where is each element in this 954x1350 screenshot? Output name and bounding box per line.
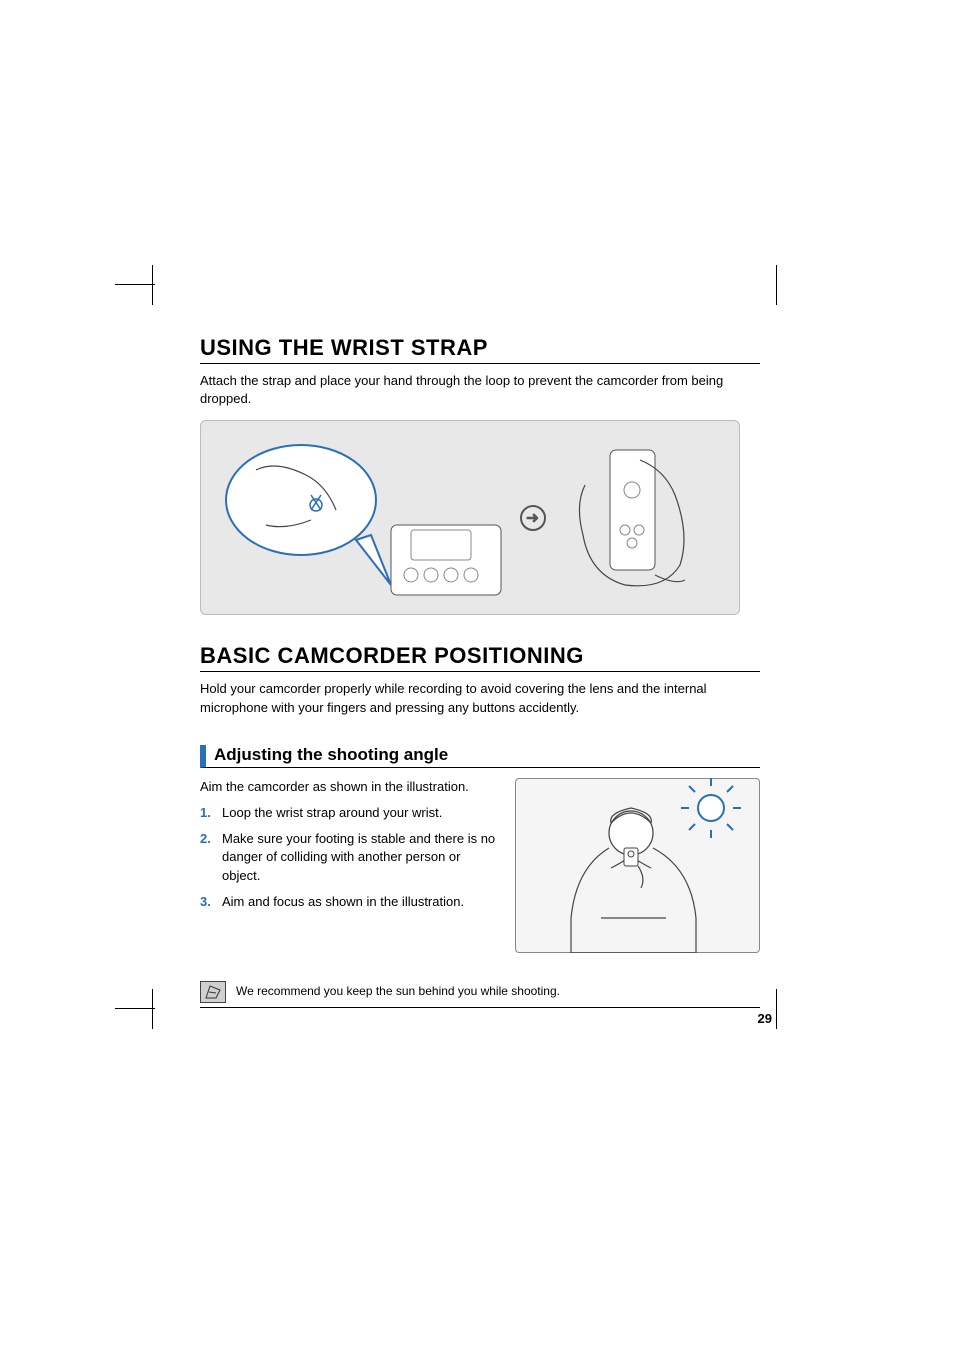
person-illustration [515,778,760,953]
arrow-right-icon: ➜ [520,505,546,531]
page-content: USING THE WRIST STRAP Attach the strap a… [200,335,760,1008]
section2-title: BASIC CAMCORDER POSITIONING [200,643,760,672]
note-icon [200,981,226,1003]
wrist-strap-illustration: ➜ [200,420,740,615]
subsection-intro: Aim the camcorder as shown in the illust… [200,778,499,796]
subsection-title: Adjusting the shooting angle [200,745,760,768]
section1-title: USING THE WRIST STRAP [200,335,760,364]
section2-body: Hold your camcorder properly while recor… [200,680,760,716]
subsection-shooting-angle: Adjusting the shooting angle Aim the cam… [200,745,760,1008]
page-number: 29 [758,1011,772,1026]
note-text: We recommend you keep the sun behind you… [236,981,560,998]
section1-body: Attach the strap and place your hand thr… [200,372,760,408]
note-row: We recommend you keep the sun behind you… [200,981,760,1008]
step-3: Aim and focus as shown in the illustrati… [200,893,499,911]
steps-list: Loop the wrist strap around your wrist. … [200,804,499,911]
step-2: Make sure your footing is stable and the… [200,830,499,885]
step-1: Loop the wrist strap around your wrist. [200,804,499,822]
